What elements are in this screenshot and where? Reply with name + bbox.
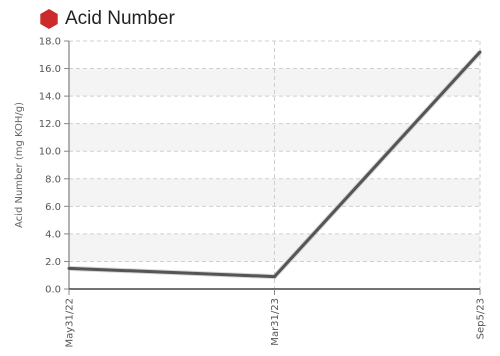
y-axis-label: Acid Number (mg KOH/g) <box>14 102 25 228</box>
y-tick-label: 4.0 <box>45 229 61 240</box>
x-axis-ticks: May31/22 Mar31/23 Sep5/23 <box>65 289 487 348</box>
gridlines <box>69 40 481 289</box>
data-point <box>273 275 276 279</box>
red-hexagon-icon <box>40 9 58 29</box>
y-tick-label: 6.0 <box>45 202 61 213</box>
data-point <box>67 266 71 270</box>
chart-title-bar: Acid Number <box>38 6 175 32</box>
y-tick-label: 12.0 <box>39 119 61 130</box>
x-tick-label: Sep5/23 <box>476 298 487 339</box>
data-point <box>478 50 482 54</box>
series-group <box>67 50 482 280</box>
x-tick-label: May31/22 <box>65 298 76 348</box>
y-tick-label: 16.0 <box>39 64 61 75</box>
y-tick-label: 8.0 <box>45 174 61 185</box>
x-tick-label: Mar31/23 <box>270 298 281 346</box>
y-tick-label: 14.0 <box>39 92 61 103</box>
y-tick-label: 18.0 <box>39 37 61 48</box>
y-tick-label: 2.0 <box>45 257 61 268</box>
y-axis-ticks: 0.0 2.0 4.0 6.0 8.0 10.0 12.0 14.0 16.0 18.0 <box>39 37 69 296</box>
chart-title: Acid Number <box>65 8 175 29</box>
y-tick-label: 0.0 <box>45 285 61 296</box>
y-tick-label: 10.0 <box>39 147 61 158</box>
